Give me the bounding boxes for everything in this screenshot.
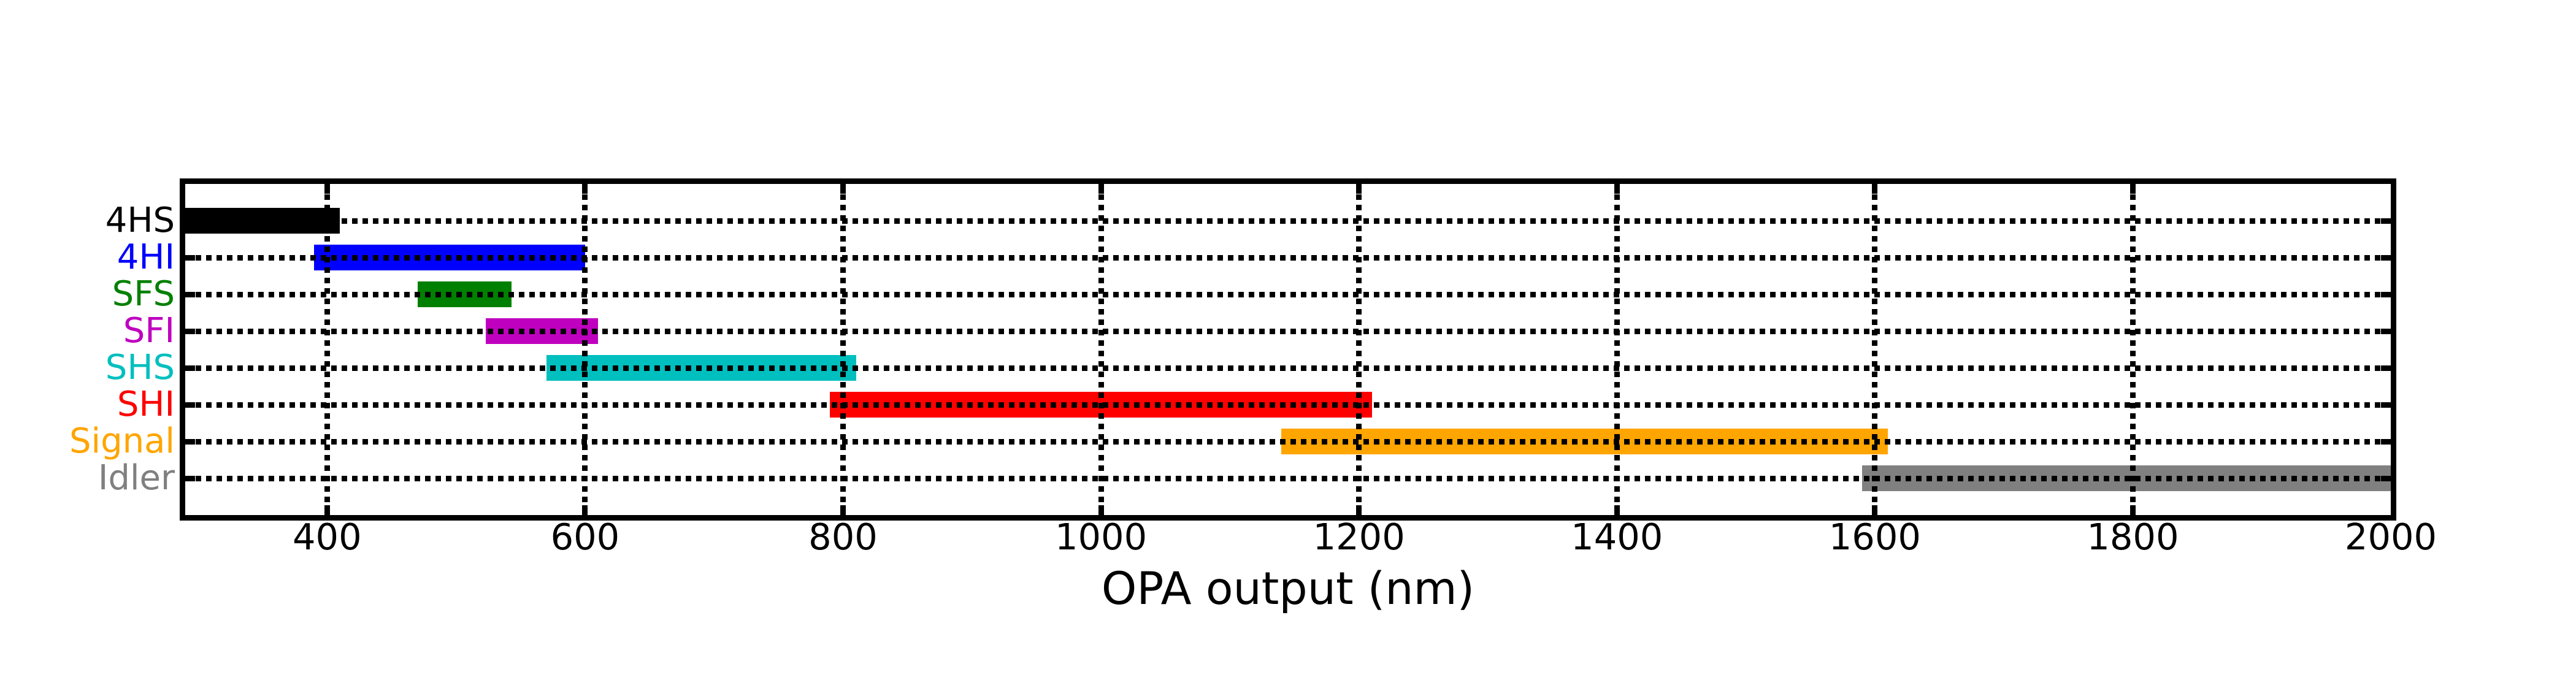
gridline-row-4hi [185,254,2391,261]
xtick-bottom-1800 [2129,505,2136,515]
xtick-top-1000 [1098,184,1104,194]
ytick-right-shs [2381,365,2391,371]
gridline-row-sfi [185,328,2391,334]
axis-ticks-layer [185,184,2391,515]
gridline-row-signal [185,438,2391,445]
row-label-sfi: SFI [123,311,175,351]
ytick-left-shi [185,402,195,408]
ytick-left-sfs [185,291,195,297]
xtick-bottom-1400 [1614,505,1620,515]
gridline-row-shi [185,402,2391,408]
xtick-top-800 [840,184,846,194]
x-axis-title: OPA output (nm) [1101,563,1475,615]
gridline-x-1800 [2129,184,2136,515]
row-label-4hi: 4HI [117,237,175,277]
gridlines-layer [185,184,2391,515]
gridline-row-4hs [185,218,2391,224]
gridline-row-shs [185,365,2391,371]
xtick-bottom-1200 [1356,505,1362,515]
ytick-right-sfi [2381,328,2391,334]
ytick-right-idler [2381,475,2391,481]
ytick-left-idler [185,475,195,481]
row-label-idler: Idler [98,458,175,498]
ytick-left-shs [185,365,195,371]
xtick-label-400: 400 [293,516,362,558]
xtick-top-1200 [1356,184,1362,194]
plot-area [180,178,2396,521]
ytick-left-signal [185,438,195,445]
xtick-top-400 [324,184,330,194]
ytick-right-signal [2381,438,2391,445]
xtick-label-800: 800 [808,516,878,558]
xtick-label-1800: 1800 [2087,516,2179,558]
xtick-bottom-600 [582,505,588,515]
ytick-right-4hi [2381,254,2391,261]
xtick-label-600: 600 [550,516,620,558]
gridline-x-1000 [1098,184,1104,515]
ytick-left-4hs [185,218,195,224]
xtick-bottom-1000 [1098,505,1104,515]
xtick-bottom-1600 [1872,505,1878,515]
xtick-top-600 [582,184,588,194]
gridline-x-800 [840,184,846,515]
gridline-x-1400 [1614,184,1620,515]
xtick-label-1000: 1000 [1054,516,1148,558]
xtick-bottom-800 [840,505,846,515]
gridline-x-1200 [1356,184,1362,515]
xtick-label-1600: 1600 [1828,516,1921,558]
gridline-x-400 [324,184,330,515]
row-label-shs: SHS [105,348,175,388]
gridline-row-idler [185,475,2391,481]
gridline-x-600 [582,184,588,515]
ytick-right-4hs [2381,218,2391,224]
ytick-right-shi [2381,402,2391,408]
xtick-top-1400 [1614,184,1620,194]
gridline-x-1600 [1872,184,1878,515]
xtick-bottom-400 [324,505,330,515]
ytick-left-4hi [185,254,195,261]
xtick-label-1400: 1400 [1571,516,1663,558]
gridline-row-sfs [185,291,2391,297]
xtick-top-1600 [1872,184,1878,194]
row-label-signal: Signal [69,421,175,461]
ytick-left-sfi [185,328,195,334]
ytick-right-sfs [2381,291,2391,297]
row-label-sfs: SFS [112,274,175,314]
xtick-label-2000: 2000 [2344,516,2437,558]
xtick-top-1800 [2129,184,2136,194]
row-label-shi: SHI [117,384,175,424]
row-label-4hs: 4HS [105,201,175,240]
xtick-label-1200: 1200 [1313,516,1405,558]
